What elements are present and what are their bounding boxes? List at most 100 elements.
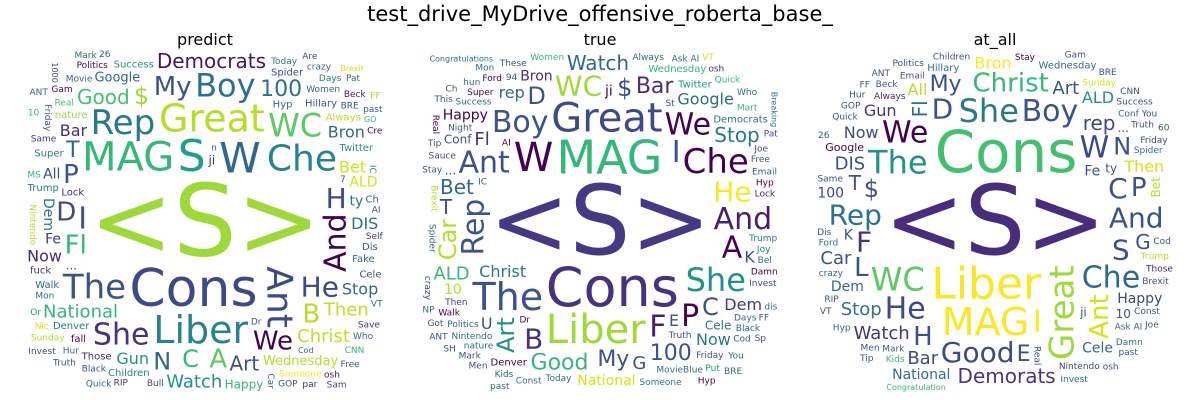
word-or: Or [30, 308, 41, 318]
word-rep: rep [1083, 111, 1116, 135]
word-men: Men [469, 361, 488, 371]
word-sauce: Sauce [429, 151, 457, 161]
word-all: All [908, 80, 928, 99]
word-he: He [885, 292, 926, 327]
word-ff: FF [370, 92, 380, 102]
word-fake: Fake [352, 254, 375, 265]
word-brexit: Brexit [340, 64, 363, 73]
word-twitter: Twitter [339, 143, 374, 154]
word-mag: MAG [556, 130, 662, 184]
word-mon: Mon [35, 292, 54, 302]
word-cod: Cod [1153, 237, 1171, 247]
word-mark: Mark [75, 51, 98, 61]
word-che: Che [267, 139, 337, 180]
word-ch: Ch [365, 194, 378, 205]
word-men: Men [861, 344, 880, 354]
word-wc: WC [268, 107, 322, 145]
word-truth: Truth [52, 358, 76, 368]
word-invest: Invest [28, 347, 56, 357]
word-vt: VT [820, 307, 832, 317]
word-p: P [681, 299, 699, 334]
word-super: Super [34, 149, 64, 160]
word-bet: Bet [440, 175, 474, 199]
word-then: Then [1123, 157, 1164, 176]
word-ford: Ford [482, 74, 502, 84]
word-who: Who [353, 332, 374, 342]
word-real: Real [54, 99, 73, 109]
word-you: You [1141, 109, 1158, 119]
word-ff: FF [860, 80, 870, 90]
word-mag: MAG [82, 135, 174, 181]
word-past: past [490, 382, 510, 392]
word-dr: Dr [520, 315, 531, 325]
word-dem: Dem [831, 279, 864, 295]
word-and: And [1109, 202, 1164, 235]
wordcloud-panel-true: true <S> Cons MAG Great Liber W The Che She Boy An… [421, 30, 779, 392]
word-breaking: Breaking [769, 92, 778, 127]
word-fall: fall [71, 334, 86, 345]
word-brexit: Brexit [428, 185, 438, 212]
word-my: My [154, 72, 192, 102]
word-free: Free [751, 155, 771, 165]
word-spider: Spider [271, 68, 304, 79]
word-spider: Spider [426, 224, 436, 253]
word-trump: Trump [27, 183, 59, 194]
word-friday: Friday [42, 104, 52, 132]
word-bron: Bron [974, 54, 1011, 73]
word-sp: Sp [755, 334, 767, 344]
word-movie: Movie [66, 75, 93, 85]
word-nature: nature [55, 110, 88, 121]
word-hun: hun [463, 78, 480, 88]
word-e: E [1017, 342, 1031, 367]
word-my: My [597, 347, 629, 372]
word-rep: rep [499, 83, 525, 102]
word-hillary: Hillary [927, 63, 959, 74]
word-congratulations: Congratulations [429, 55, 493, 64]
word-ant: Ant [458, 145, 510, 180]
word-const: Const [516, 376, 542, 386]
word-boy: Boy [195, 67, 255, 105]
word-p: P [1131, 173, 1147, 203]
word-gop: GOP [841, 101, 861, 111]
word-self: Self [366, 232, 384, 242]
panel-title: at_all [973, 30, 1017, 49]
word-dis: DIS [835, 153, 866, 174]
word-same: Same [817, 174, 843, 184]
word-nintendo: Nintendo [451, 332, 492, 342]
word-now: Now [27, 246, 62, 265]
word-hur: Hur [63, 347, 79, 357]
word-joy: Joy [756, 245, 771, 255]
word-past: past [1118, 348, 1138, 358]
word-ff: FF [759, 314, 769, 324]
word-mon: Mon [475, 63, 494, 73]
word-h: H [326, 182, 347, 215]
word-sam: Sam [327, 381, 347, 391]
word-night: Night [448, 123, 473, 133]
word-ant: Ant [259, 266, 300, 328]
word-l: L [854, 253, 869, 283]
word-d: D [932, 92, 954, 125]
word-wednesday: Wednesday [648, 64, 706, 75]
word-w: W [1080, 131, 1110, 166]
word-stop: Stop [841, 299, 882, 320]
word-watch: Watch [567, 51, 629, 75]
word-c: C [702, 293, 719, 321]
word-pat: Pat [346, 74, 361, 84]
word-great: Great [551, 95, 662, 141]
word-beck: Beck [876, 80, 899, 90]
word-rip: RIP [114, 379, 129, 389]
word-then: Then [444, 298, 467, 308]
word-she: She [93, 318, 150, 353]
word-nintendo: Nintendo [27, 204, 37, 245]
word-great: Great [1043, 265, 1083, 360]
word-wc: WC [555, 70, 602, 103]
word-happy: Happy [443, 107, 488, 123]
word-ch: Ch [445, 84, 457, 94]
word-ant: ANT [29, 88, 48, 98]
word-children: Children [933, 53, 970, 63]
word-ty: ty [349, 193, 363, 209]
word-someone: Someone [639, 378, 682, 388]
word-7: 7 [340, 175, 346, 185]
word-today: Today [270, 57, 298, 67]
word-f: F [856, 226, 872, 259]
